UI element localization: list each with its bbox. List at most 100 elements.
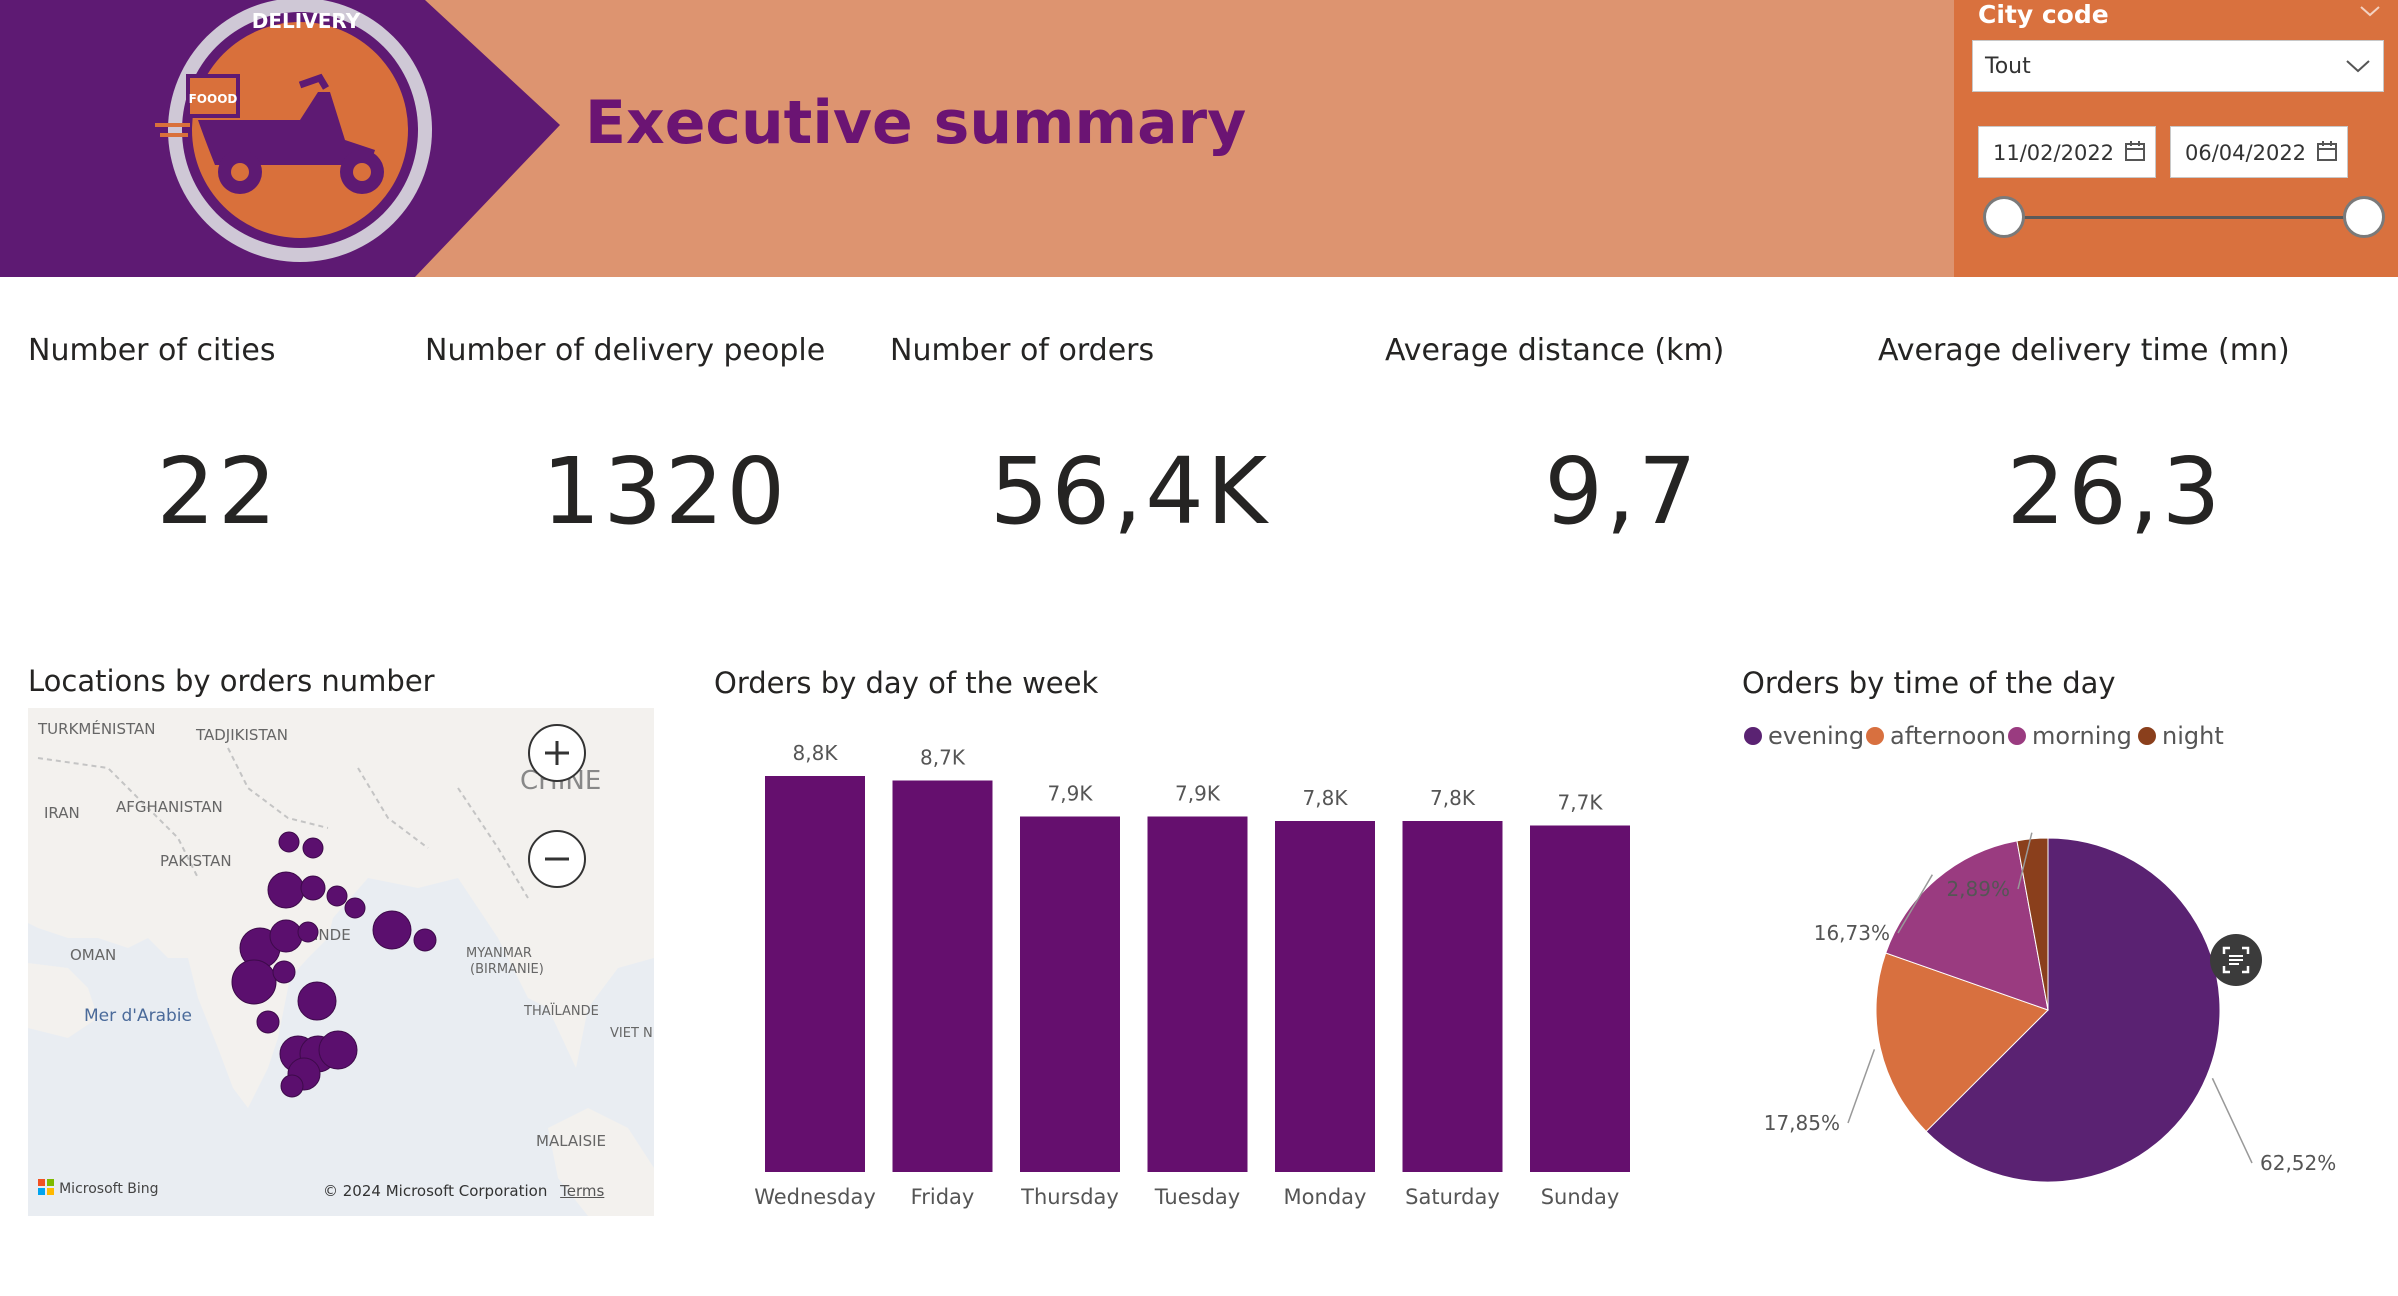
map-copyright: © 2024 Microsoft Corporation Terms [323,1182,604,1200]
kpi-value-orders: 56,4K [989,438,1271,545]
location-marker[interactable] [256,1010,280,1034]
location-marker[interactable] [326,885,348,907]
bar-data-label: 7,9K [1048,782,1094,806]
focus-mode-button[interactable] [2210,934,2262,986]
bar-data-label: 7,8K [1303,786,1349,810]
bar-data-label: 7,7K [1558,791,1604,815]
calendar-icon[interactable] [2315,139,2339,163]
map-label-vietnam: VIET N [610,1026,653,1041]
legend-item-evening[interactable]: evening [1744,722,1864,750]
map-title: Locations by orders number [28,664,435,698]
bar-data-label: 8,8K [793,741,839,765]
map-label-tajikistan: TADJIKISTAN [196,726,288,744]
pie-slice-morning[interactable] [1885,840,2049,1011]
delivery-scooter-logo-icon: FOOOD [155,73,384,194]
location-marker[interactable] [300,875,326,901]
location-marker[interactable] [297,921,319,943]
location-marker[interactable] [280,1074,304,1098]
map-label-arabian-sea: Mer d'Arabie [84,1006,192,1026]
map-label-myanmar: MYANMAR [466,946,532,961]
start-date-value: 11/02/2022 [1993,141,2115,165]
map-zoom-out-button[interactable] [528,830,586,888]
legend-label: morning [2032,722,2132,750]
bar-tuesday[interactable] [1147,816,1248,1173]
bar-category-label: Saturday [1405,1185,1500,1209]
kpi-label-cities: Number of cities [28,333,276,368]
bar-friday[interactable] [892,780,993,1173]
date-range-start-handle[interactable] [1983,196,2025,238]
legend-dot [1744,727,1762,745]
map-label-malaysia: MALAISIE [536,1132,607,1150]
date-range-end-handle[interactable] [2343,196,2385,238]
legend-label: evening [1768,722,1865,750]
bar-category-label: Sunday [1541,1185,1620,1209]
city-code-slicer: City code Tout 11/02/2022 06/04/2022 [1954,0,2398,277]
pie-leader-line [2017,832,2033,890]
location-marker[interactable] [372,910,412,950]
end-date-input[interactable]: 06/04/2022 [2170,126,2348,178]
orders-by-day-chart: 8,8K Wednesday 8,7K Friday 7,9K Thursday 7,9K T… [754,741,1630,1209]
kpi-value-distance: 9,7 [1544,438,1700,545]
bar-monday[interactable] [1275,821,1375,1172]
logo-panel: DELIVERY FOOOD [0,0,560,277]
bar-data-label: 7,8K [1430,786,1476,810]
map-terms-link[interactable]: Terms [560,1182,605,1200]
bing-attribution: Microsoft Bing [38,1178,159,1197]
legend-dot [2008,727,2026,745]
bar-category-label: Thursday [1020,1185,1119,1209]
map-label-india: INDE [314,926,351,944]
pie-slice-night[interactable] [2016,837,2049,1011]
kpi-label-delivery-people: Number of delivery people [425,333,826,368]
bar-sunday[interactable] [1530,825,1630,1173]
kpi-label-distance: Average distance (km) [1385,333,1725,368]
chevron-down-icon [2346,60,2370,73]
city-code-selected: Tout [1985,54,2031,79]
location-marker[interactable] [231,959,277,1005]
legend-item-night[interactable]: night [2138,722,2224,750]
map-copyright-text: © 2024 Microsoft Corporation [323,1182,548,1200]
location-marker[interactable] [413,928,437,952]
pie-leader-line [1897,874,1933,934]
map-label-iran: IRAN [44,804,80,822]
kpi-label-delivery-time: Average delivery time (mn) [1878,333,2290,368]
location-marker[interactable] [272,960,296,984]
kpi-value-delivery-people: 1320 [541,438,789,545]
location-marker[interactable] [344,897,366,919]
location-marker[interactable] [297,981,337,1021]
orders-map[interactable]: TURKMÉNISTAN TADJIKISTAN IRAN AFGHANISTA… [28,708,654,1216]
map-label-pakistan: PAKISTAN [160,852,232,870]
location-marker[interactable] [318,1030,358,1070]
orders-by-time-chart: 62,52% 17,85% 16,73% 2,89% [1764,832,2336,1183]
pie-slice-afternoon[interactable] [1875,952,2049,1133]
legend-item-afternoon[interactable]: afternoon [1866,722,2006,750]
time-chart-title: Orders by time of the day [1742,666,2116,700]
start-date-input[interactable]: 11/02/2022 [1978,126,2156,178]
location-marker[interactable] [269,919,303,953]
location-marker[interactable] [302,837,324,859]
logo-box-text: FOOOD [189,92,238,106]
bar-wednesday[interactable] [765,776,865,1172]
map-label-myanmar-alt: (BIRMANIE) [470,962,544,977]
location-marker[interactable] [278,831,300,853]
map-basemap [28,708,654,1216]
location-marker[interactable] [267,871,305,909]
kpi-value-delivery-time: 26,3 [2006,438,2224,545]
legend-label: afternoon [1890,722,2007,750]
calendar-icon[interactable] [2123,139,2147,163]
bar-saturday[interactable] [1402,821,1503,1172]
legend-item-morning[interactable]: morning [2008,722,2132,750]
legend-label: night [2162,722,2224,750]
legend-dot [2138,727,2156,745]
chevron-down-icon[interactable] [2358,2,2382,20]
logo-badge-text: DELIVERY [252,9,361,33]
pie-slice-evening[interactable] [1925,837,2221,1183]
bar-category-label: Wednesday [754,1185,876,1209]
day-chart-title: Orders by day of the week [714,666,1099,700]
map-label-thailand: THAÏLANDE [524,1004,599,1019]
city-code-dropdown[interactable]: Tout [1972,40,2384,92]
bar-data-label: 7,9K [1175,782,1221,806]
bar-category-label: Monday [1284,1185,1367,1209]
date-range-slider-track[interactable] [2004,216,2364,219]
bar-thursday[interactable] [1020,816,1120,1173]
map-zoom-in-button[interactable] [528,724,586,782]
